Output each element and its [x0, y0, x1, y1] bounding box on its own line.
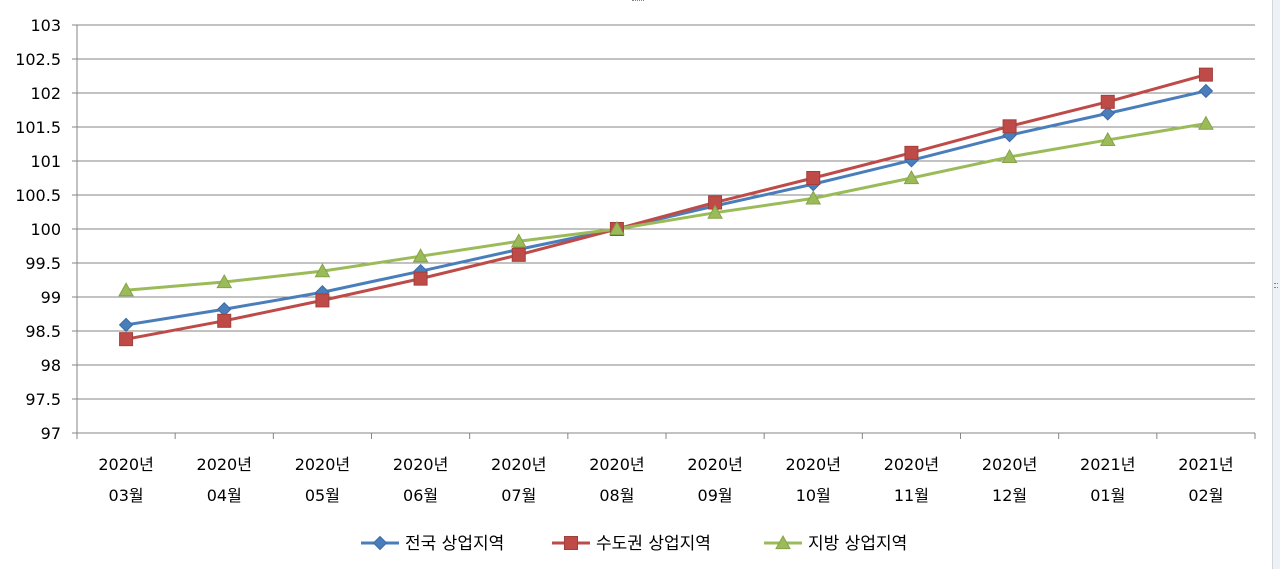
legend-marker-2	[564, 536, 578, 550]
y-tick-label: 98.5	[25, 322, 61, 341]
x-tick-label-year: 2020년	[884, 455, 939, 474]
data-point-s1-1	[118, 317, 134, 333]
x-tick-label-month: 05월	[305, 486, 340, 505]
y-tick-label: 97	[41, 424, 61, 443]
legend-label-2: 수도권 상업지역	[596, 534, 711, 554]
legend-marker-1	[372, 535, 388, 551]
data-point-s3-7	[707, 204, 723, 219]
resize-edge-right[interactable]	[1272, 0, 1280, 569]
x-tick-label-year: 2020년	[982, 455, 1037, 474]
legend: 전국 상업지역 수도권 상업지역 지방 상업지역	[361, 534, 907, 554]
y-tick-label: 102.5	[15, 50, 61, 69]
x-tick-label-year: 2020년	[295, 455, 350, 474]
y-tick-label: 97.5	[25, 390, 61, 409]
data-point-s2-3	[315, 293, 330, 308]
x-tick-label-month: 09월	[698, 486, 733, 505]
data-point-s3-3	[314, 263, 331, 278]
data-point-s3-10	[1001, 148, 1018, 164]
y-tick-label: 101	[30, 152, 61, 171]
x-tick-label-month: 02월	[1188, 486, 1223, 505]
data-point-s1-2	[217, 302, 232, 317]
data-point-s3-1	[118, 282, 134, 297]
x-tick-label-year: 2020년	[393, 455, 448, 474]
data-point-s1-12	[1198, 83, 1214, 99]
y-tick-label: 100	[30, 220, 61, 239]
x-tick-label-month: 07월	[501, 486, 536, 505]
x-tick-label-year: 2021년	[1080, 455, 1135, 474]
gridlines	[77, 24, 1255, 400]
data-point-s3-11	[1099, 131, 1116, 147]
data-point-s3-9	[903, 169, 920, 185]
x-tick-label-month: 08월	[599, 486, 634, 505]
x-tick-label-month: 11월	[894, 486, 929, 505]
y-tick-label: 103	[30, 16, 61, 35]
x-tick-label-month: 04월	[207, 486, 242, 505]
data-point-s2-9	[904, 145, 919, 160]
data-point-s2-1	[119, 332, 134, 347]
series-markers	[118, 67, 1214, 347]
resize-handle-top[interactable]	[632, 0, 644, 4]
x-tick-label-year: 2021년	[1178, 455, 1233, 474]
y-tick-label: 99.5	[25, 254, 61, 273]
x-tick-label-month: 06월	[403, 486, 438, 505]
axes: 97 97.5 98 98.5 99 99.5 100 100.5 101 101.5 102 102…	[15, 16, 1256, 505]
legend-label-1: 전국 상업지역	[405, 534, 504, 554]
data-point-s1-11	[1100, 106, 1115, 121]
data-point-s3-12	[1198, 115, 1214, 130]
data-point-s2-11	[1100, 94, 1115, 109]
data-point-s2-5	[511, 247, 526, 262]
y-tick-label: 99	[41, 288, 61, 307]
y-tick-label: 98	[41, 356, 61, 375]
resize-handle-right[interactable]	[1274, 283, 1278, 288]
x-tick-label-year: 2020년	[786, 455, 841, 474]
data-point-s3-6	[609, 220, 625, 236]
x-tick-label-year: 2020년	[491, 455, 546, 474]
legend-label-3: 지방 상업지역	[808, 534, 907, 554]
x-tick-label-month: 01월	[1090, 486, 1125, 505]
data-point-s3-5	[510, 233, 527, 248]
legend-marker-3	[775, 534, 791, 550]
data-point-s3-2	[216, 274, 233, 289]
x-tick-label-year: 2020년	[687, 455, 742, 474]
data-point-s2-10	[1002, 119, 1017, 134]
x-tick-label-year: 2020년	[98, 455, 153, 474]
x-tick-label-month: 12월	[992, 486, 1027, 505]
x-tick-label-month: 10월	[796, 486, 831, 505]
y-tick-label: 102	[30, 84, 61, 103]
x-tick-label-year: 2020년	[589, 455, 644, 474]
data-point-s2-12	[1198, 67, 1213, 82]
data-point-s3-4	[412, 248, 429, 263]
series-line-3	[125, 122, 1207, 292]
x-tick-label-year: 2020년	[197, 455, 252, 474]
series-lines	[125, 73, 1207, 341]
y-tick-label: 100.5	[15, 186, 61, 205]
data-point-s2-2	[217, 313, 232, 328]
x-tick-label-month: 03월	[109, 486, 144, 505]
series-line-2	[125, 73, 1207, 341]
data-point-s3-8	[805, 190, 822, 205]
data-point-s2-4	[413, 271, 428, 286]
series-line-1	[125, 89, 1207, 327]
y-tick-label: 101.5	[15, 118, 61, 137]
data-point-s2-8	[806, 171, 821, 185]
